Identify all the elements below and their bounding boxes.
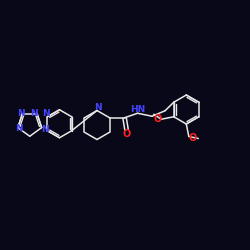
Text: O: O <box>122 129 131 139</box>
Text: N: N <box>17 109 25 118</box>
Text: N: N <box>41 125 49 134</box>
Text: N: N <box>15 124 23 133</box>
Text: N: N <box>94 103 101 112</box>
Text: O: O <box>188 133 197 143</box>
Text: N: N <box>30 109 38 118</box>
Text: N: N <box>42 109 50 118</box>
Text: HN: HN <box>130 105 145 114</box>
Text: O: O <box>154 114 162 124</box>
